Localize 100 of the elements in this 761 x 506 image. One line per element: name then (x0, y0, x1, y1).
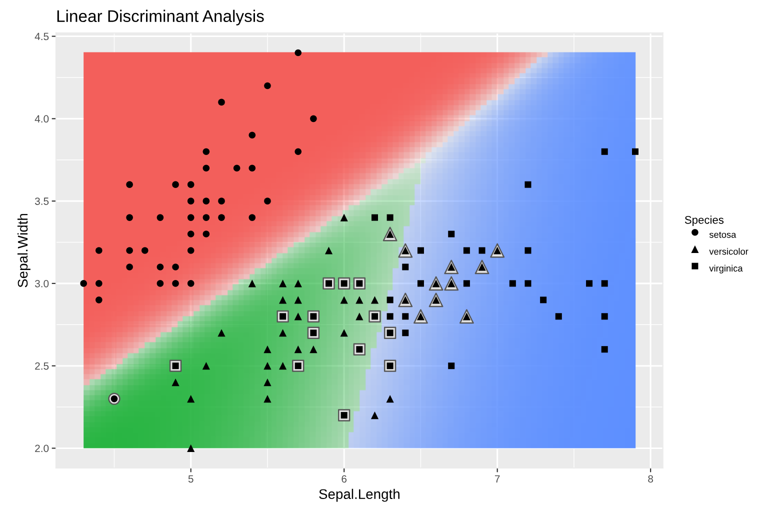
point (172, 378, 180, 386)
point (264, 198, 271, 204)
point (264, 394, 272, 403)
point (386, 296, 394, 304)
point (601, 148, 608, 155)
point (187, 280, 194, 287)
point (279, 296, 287, 304)
y-axis-title: Sepal.Width (17, 214, 30, 288)
point (202, 164, 210, 172)
point (509, 280, 516, 287)
point (187, 394, 195, 403)
point (294, 346, 302, 354)
point (202, 198, 210, 204)
point (294, 296, 302, 304)
point (402, 264, 409, 270)
point (126, 181, 133, 188)
point (586, 280, 593, 287)
point (370, 296, 379, 304)
point (356, 296, 364, 304)
x-tick-label: 8 (648, 475, 654, 483)
point (340, 296, 348, 304)
point (524, 280, 532, 287)
point (156, 264, 164, 270)
point (540, 296, 547, 304)
point (340, 329, 348, 337)
point (248, 280, 256, 288)
y-tick-label: 2.5 (35, 362, 49, 370)
point (448, 362, 455, 370)
point (555, 313, 562, 320)
point (386, 394, 394, 403)
point (371, 214, 378, 221)
point (96, 280, 102, 287)
point (340, 214, 348, 222)
point (294, 148, 302, 156)
point (187, 444, 195, 452)
point (187, 198, 194, 204)
point (264, 346, 272, 354)
point (187, 214, 194, 221)
point (370, 411, 379, 420)
point (524, 247, 532, 254)
point (218, 198, 225, 204)
point (172, 264, 179, 270)
point (187, 247, 194, 254)
point (172, 280, 179, 287)
point (279, 329, 287, 337)
point (202, 148, 210, 156)
x-tick-label: 7 (494, 475, 500, 482)
point (96, 247, 102, 254)
point (601, 280, 608, 287)
legend-label: versicolor (709, 248, 748, 255)
point (310, 115, 317, 122)
legend-label: setosa (709, 232, 736, 238)
legend-title: Species (684, 216, 724, 226)
point (294, 312, 302, 320)
point (264, 82, 271, 90)
point (417, 247, 424, 254)
point (402, 313, 409, 320)
point (126, 247, 133, 254)
point (202, 362, 210, 370)
y-tick-label: 2.0 (35, 444, 49, 452)
point (218, 329, 226, 337)
point (294, 280, 302, 288)
point (601, 313, 608, 320)
point (248, 132, 256, 139)
y-tick-label: 3.0 (34, 280, 49, 288)
legend-label: virginica (709, 264, 743, 274)
point (218, 214, 225, 221)
x-tick-label: 6 (342, 475, 347, 483)
point (248, 214, 256, 221)
point (202, 214, 210, 221)
point (172, 181, 179, 188)
x-axis-title: Sepal.Length (319, 488, 400, 502)
point (448, 230, 455, 238)
point (294, 49, 302, 56)
x-tick-label: 5 (188, 475, 194, 483)
point (463, 280, 470, 287)
point (386, 313, 394, 320)
point (279, 362, 287, 370)
y-tick-label: 4.0 (34, 115, 49, 123)
point (80, 280, 87, 287)
y-tick-label: 3.5 (34, 198, 49, 205)
chart-title: Linear Discriminant Analysis (57, 10, 264, 26)
point (417, 280, 424, 287)
point (126, 214, 133, 221)
point (324, 246, 333, 254)
point (402, 330, 409, 336)
point (279, 280, 287, 288)
point (478, 247, 486, 254)
point (386, 214, 394, 221)
point (202, 230, 210, 238)
point (218, 98, 225, 106)
point (187, 181, 194, 188)
point (156, 214, 164, 221)
point (156, 280, 164, 287)
point (264, 362, 272, 370)
point (126, 264, 133, 270)
point (356, 312, 364, 320)
point (141, 247, 148, 254)
y-tick-label: 4.5 (34, 32, 49, 40)
point (632, 148, 639, 155)
